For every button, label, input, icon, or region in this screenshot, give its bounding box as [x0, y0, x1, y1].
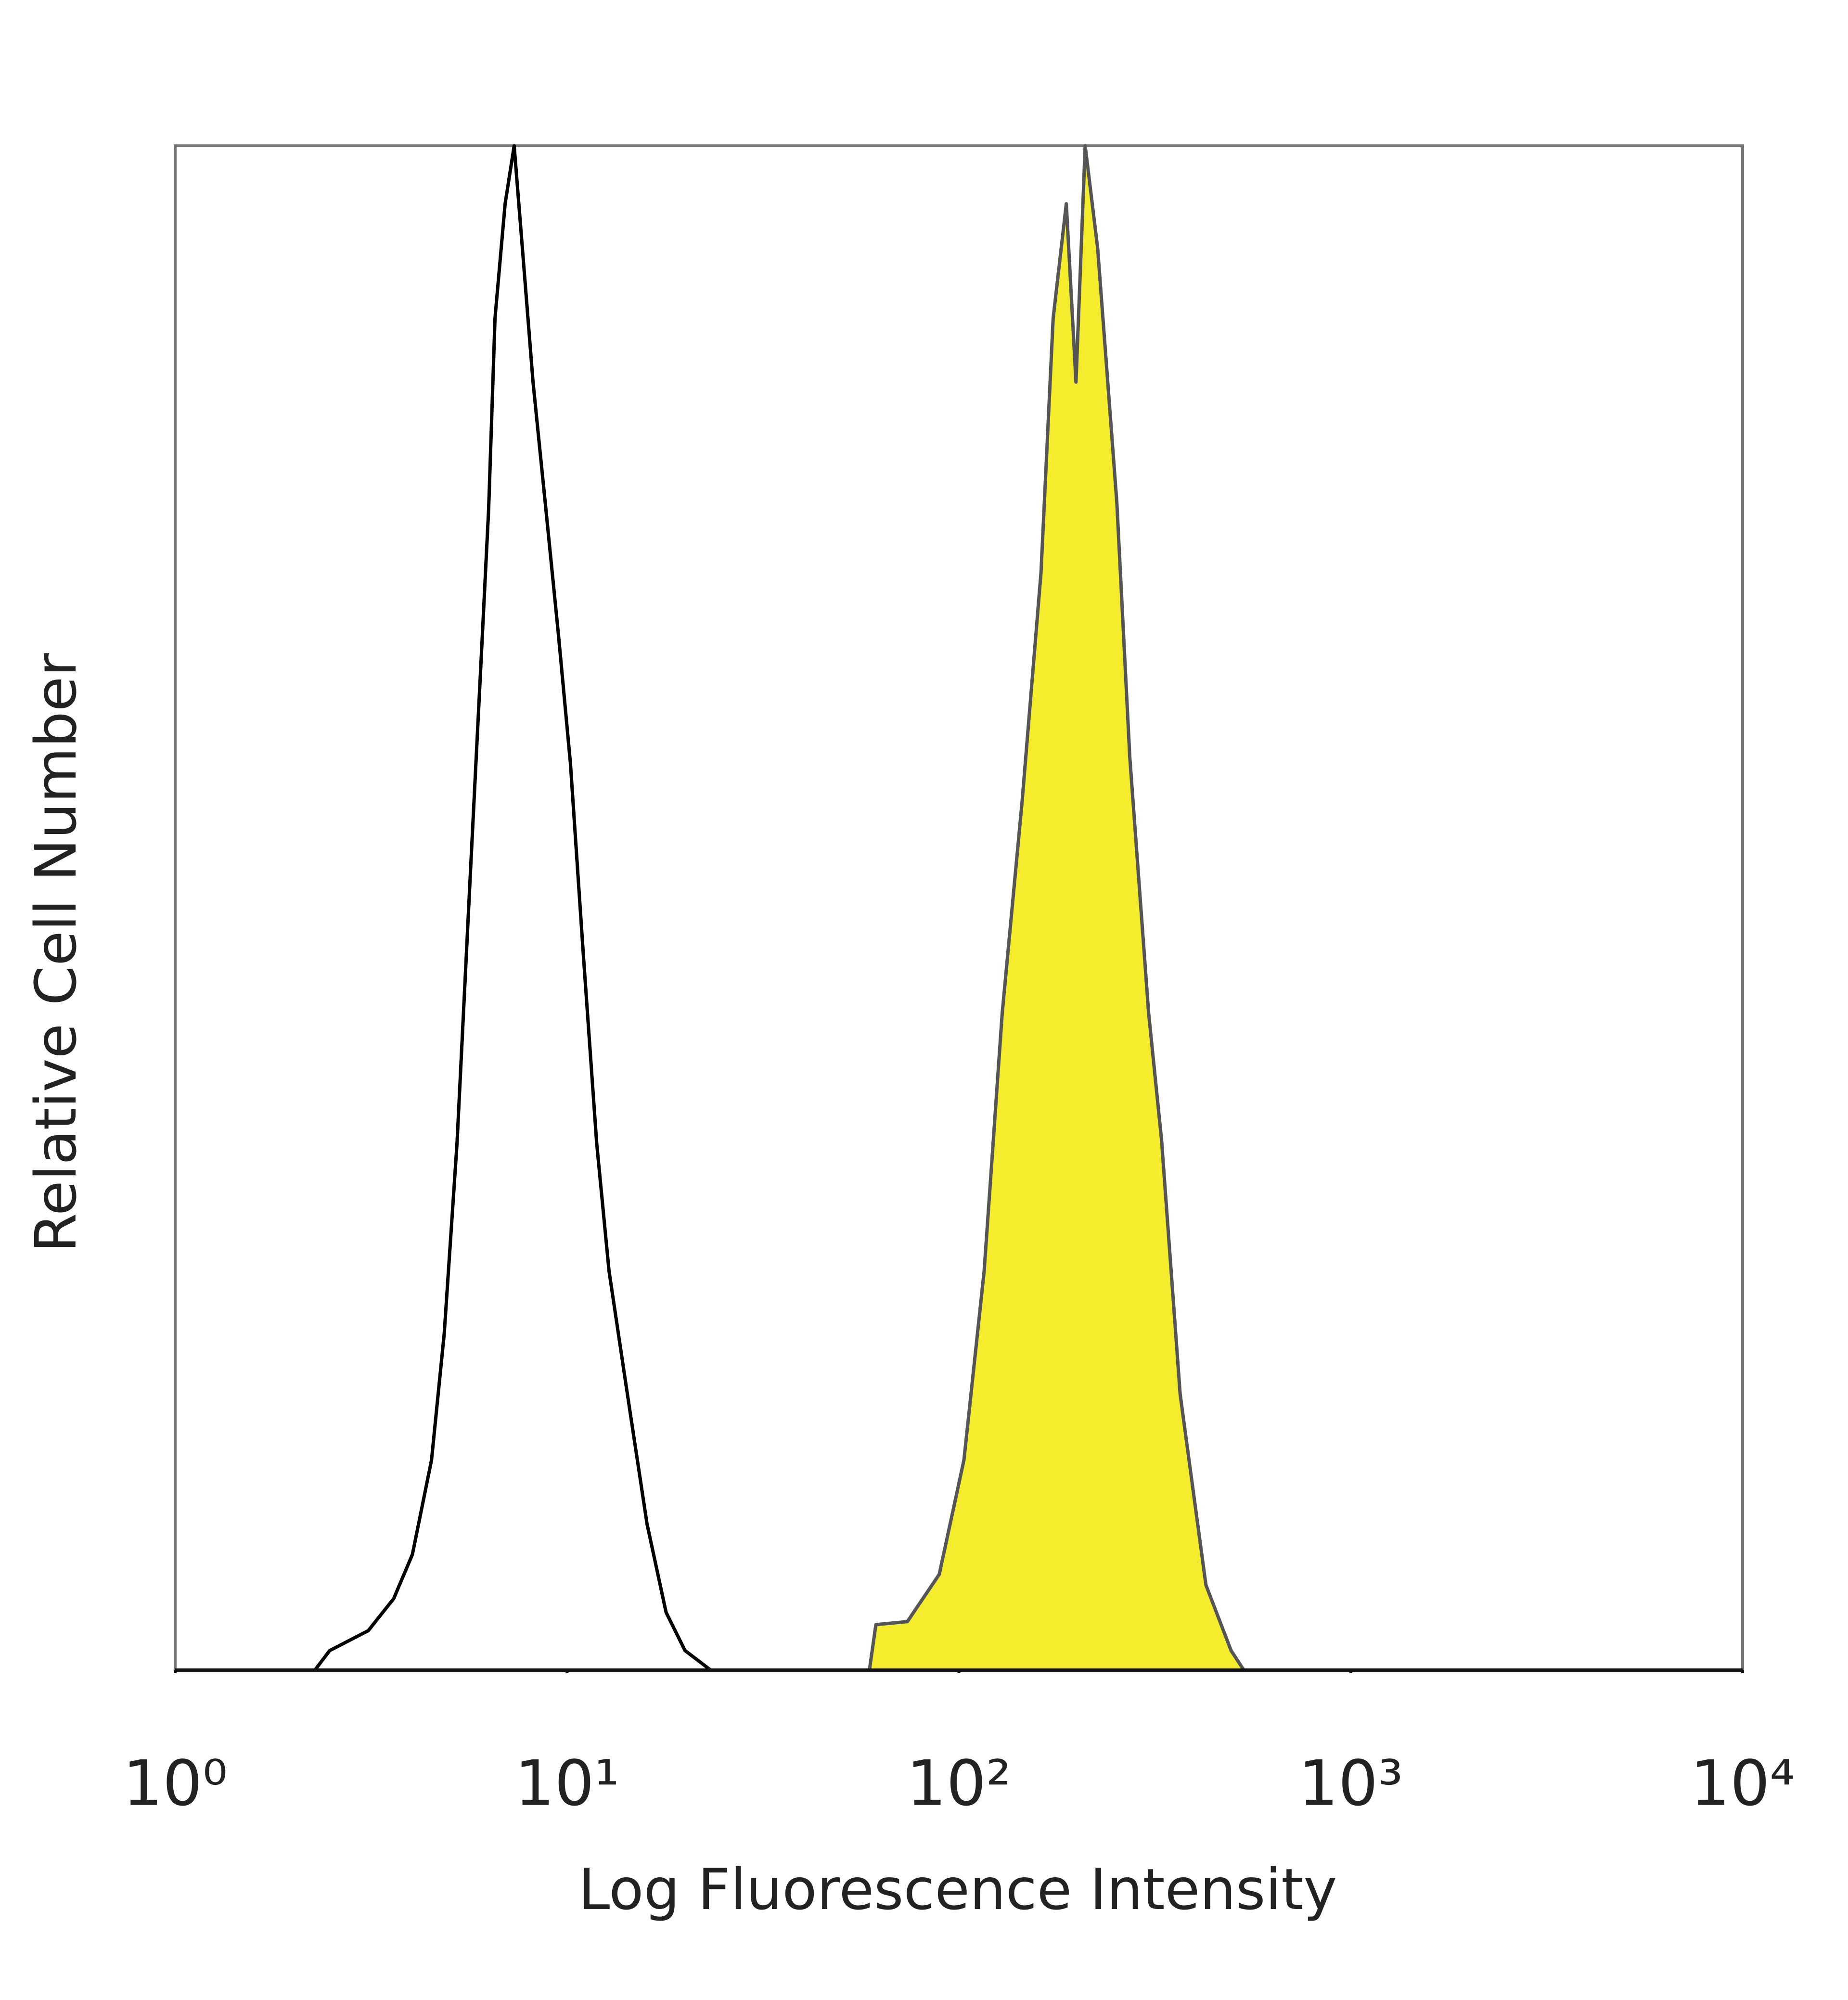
x-axis-title: Log Fluorescence Intensity — [578, 1856, 1337, 1923]
x-tick-label: 10⁴ — [1690, 1747, 1795, 1820]
x-tick-label: 10⁰ — [123, 1747, 228, 1820]
y-axis-title: Relative Cell Number — [23, 653, 89, 1253]
plot-frame — [174, 144, 1744, 1672]
x-tick-label: 10³ — [1298, 1747, 1403, 1820]
x-tick-label: 10¹ — [514, 1747, 619, 1820]
x-tick-label: 10² — [907, 1747, 1012, 1820]
histogram — [313, 144, 712, 1672]
histogram — [868, 144, 1246, 1672]
